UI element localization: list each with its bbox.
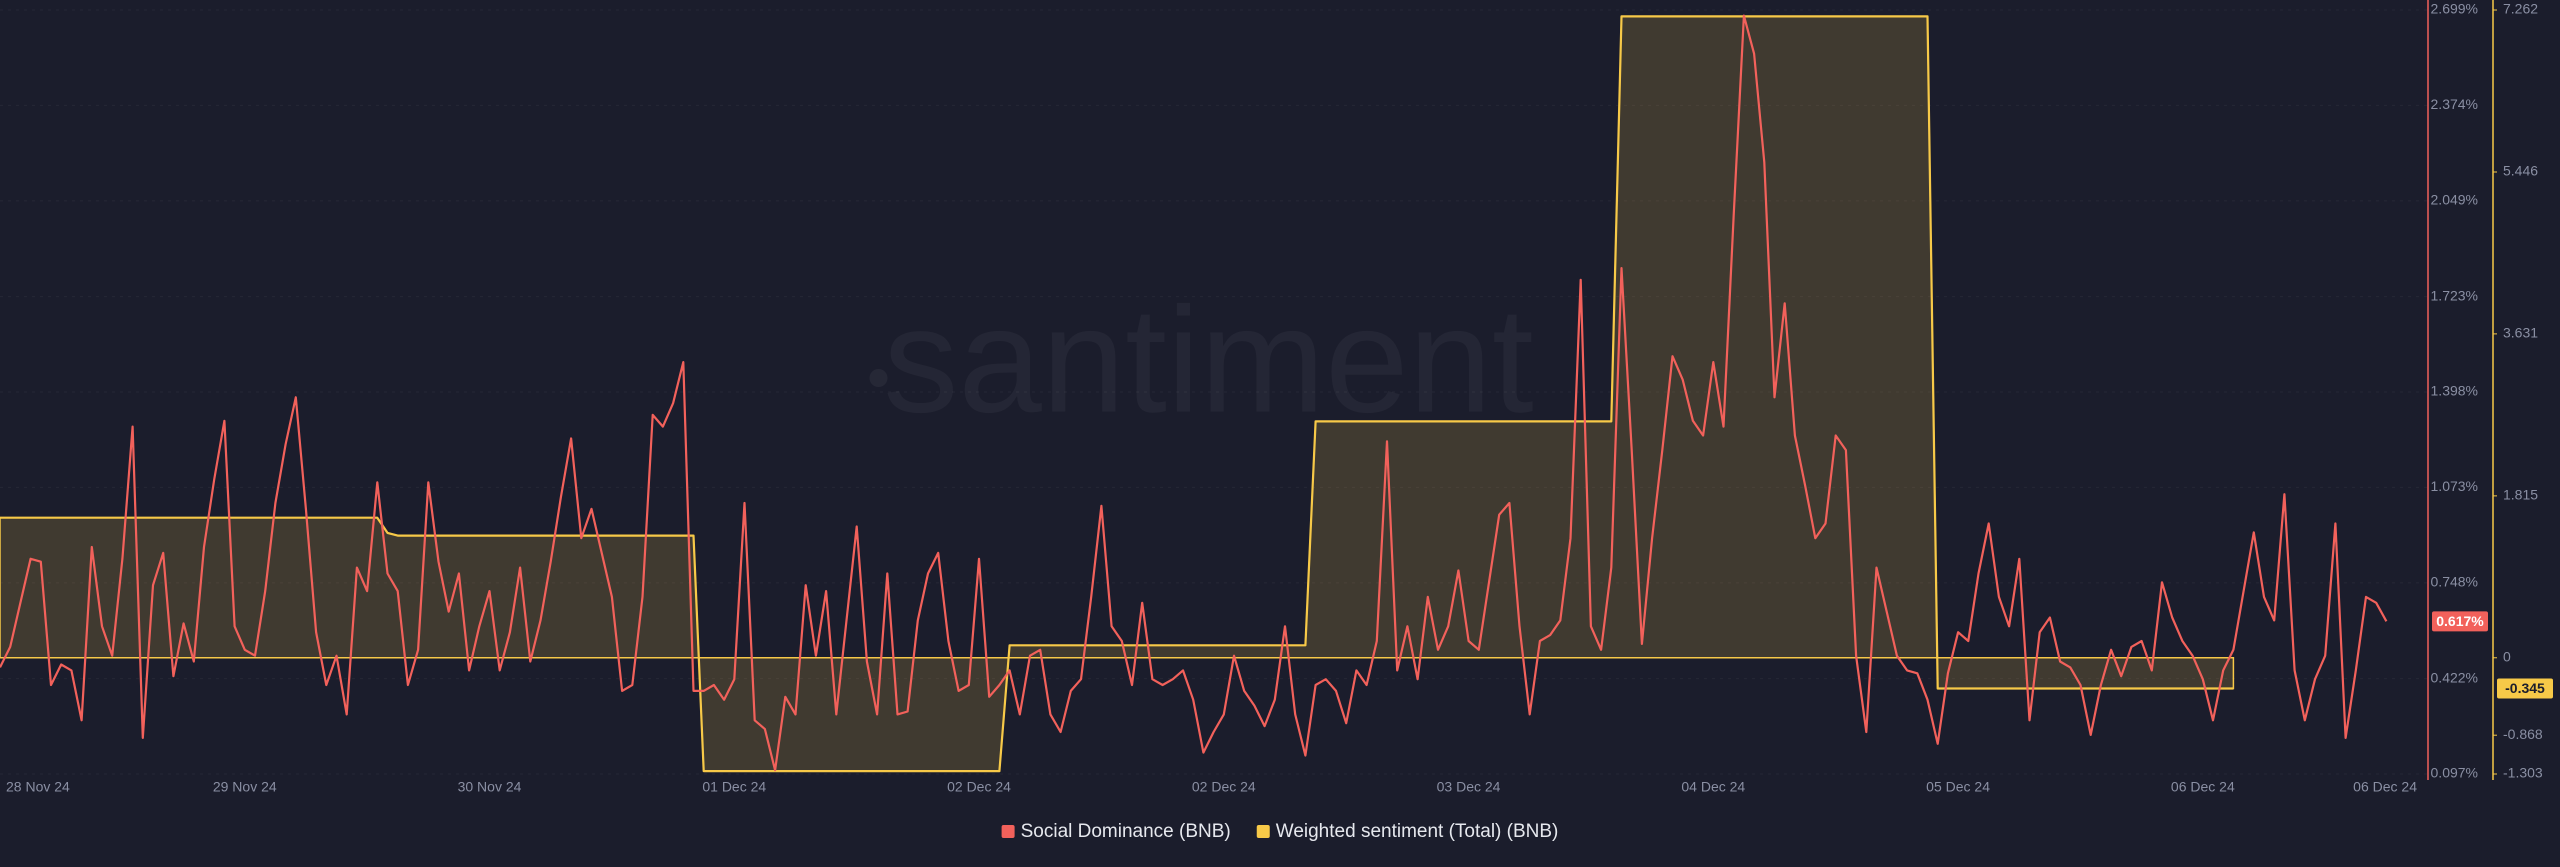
series-line (0, 15, 2234, 773)
y-tick-label: 0.097% (2431, 765, 2478, 781)
value-badge-label: -0.345 (2505, 680, 2545, 696)
x-tick-label: 02 Dec 24 (1192, 779, 1256, 795)
watermark-dot (869, 369, 888, 387)
value-badge (2432, 611, 2488, 632)
legend-swatch (1256, 825, 1270, 838)
legend-label: Weighted sentiment (Total) (BNB) (1276, 821, 1559, 842)
y2-tick-label: 3.631 (2503, 325, 2538, 341)
legend: Social Dominance (BNB) Weighted sentiment… (1001, 821, 1559, 842)
y2-tick-label: -0.868 (2503, 726, 2543, 742)
x-tick-label: 04 Dec 24 (1681, 779, 1745, 795)
value-badge (2497, 678, 2553, 699)
y2-tick-label: -1.303 (2503, 765, 2543, 781)
y-tick-label: 2.049% (2431, 192, 2478, 208)
x-tick-label: 01 Dec 24 (702, 779, 766, 795)
value-badge-label: 0.617% (2436, 613, 2484, 629)
y2-tick-label: 0 (2503, 648, 2511, 664)
x-tick-label: 30 Nov 24 (458, 779, 522, 795)
x-tick-label: 06 Dec 24 (2171, 779, 2235, 795)
y2-tick-label: 5.446 (2503, 163, 2538, 179)
y2-tick-label: 7.262 (2503, 1, 2538, 17)
y-tick-label: 1.723% (2431, 287, 2478, 303)
legend-label: Social Dominance (BNB) (1021, 821, 1231, 842)
y-tick-label: 1.398% (2431, 383, 2478, 399)
watermark: santiment (883, 276, 1533, 444)
y-tick-label: 2.374% (2431, 96, 2478, 112)
series-line (0, 14, 2388, 772)
x-tick-label: 05 Dec 24 (1926, 779, 1990, 795)
x-tick-label: 28 Nov 24 (6, 779, 70, 795)
legend-swatch (1001, 825, 1015, 838)
x-tick-label: 29 Nov 24 (213, 779, 277, 795)
y-tick-label: 1.073% (2431, 478, 2478, 494)
x-tick-label: 06 Dec 24 (2353, 779, 2417, 795)
y-tick-label: 0.748% (2431, 574, 2478, 590)
x-tick-label: 03 Dec 24 (1437, 779, 1501, 795)
y2-tick-label: 1.815 (2503, 487, 2538, 503)
y-tick-label: 2.699% (2431, 1, 2478, 17)
x-tick-label: 02 Dec 24 (947, 779, 1011, 795)
y-tick-label: 0.422% (2431, 669, 2478, 685)
